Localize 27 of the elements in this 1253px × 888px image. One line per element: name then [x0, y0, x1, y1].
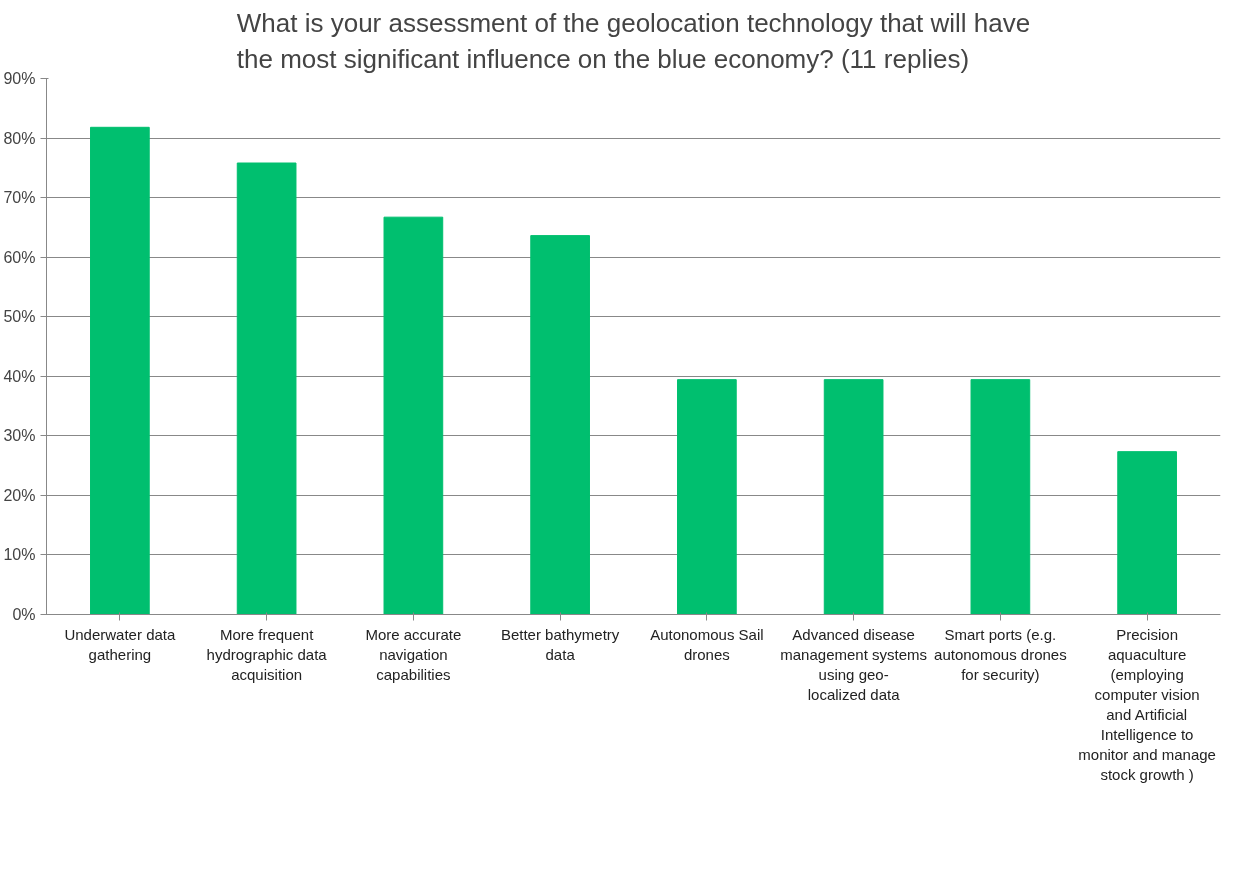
bar	[677, 379, 737, 615]
y-tick-label: 80%	[3, 129, 36, 147]
x-tick-label: Precision aquaculture (employing computer vision and Artificial Intelligence to monitor and manage stock growth )	[1078, 626, 1216, 784]
y-tick-label: 70%	[3, 189, 36, 207]
bar	[236, 162, 297, 615]
bar	[1117, 451, 1177, 615]
bar	[90, 126, 150, 615]
x-tick-label: Autonomous Sail drones	[650, 626, 764, 664]
x-tick-label: Underwater data gathering	[64, 626, 176, 664]
y-tick-label: 90%	[3, 70, 36, 87]
y-tick-label: 50%	[3, 308, 36, 326]
chart-title: What is your assessment of the geolocation technology that will have the most significant influence on the blue economy? (11 replies)	[236, 7, 1031, 74]
bar	[530, 235, 590, 615]
x-tick-label: More accurate navigation capabilities	[365, 626, 462, 684]
y-tick-label: 10%	[3, 546, 36, 564]
y-tick-label: 20%	[3, 486, 36, 504]
x-tick-label: More frequent hydrographic data acquisition	[206, 626, 328, 684]
y-tick-label: 60%	[3, 248, 36, 266]
y-tick-label: 0%	[12, 605, 36, 623]
bar	[823, 379, 884, 615]
x-tick-label: Smart ports (e.g. autonomous drones for security)	[934, 626, 1067, 684]
x-tick-label: Advanced disease management systems using geo-localized data	[780, 626, 927, 704]
y-tick-label: 40%	[3, 367, 36, 385]
bar	[383, 216, 444, 615]
y-tick-label: 30%	[3, 427, 36, 445]
bar	[970, 379, 1031, 615]
x-tick-label: Better bathymetry data	[500, 626, 620, 664]
